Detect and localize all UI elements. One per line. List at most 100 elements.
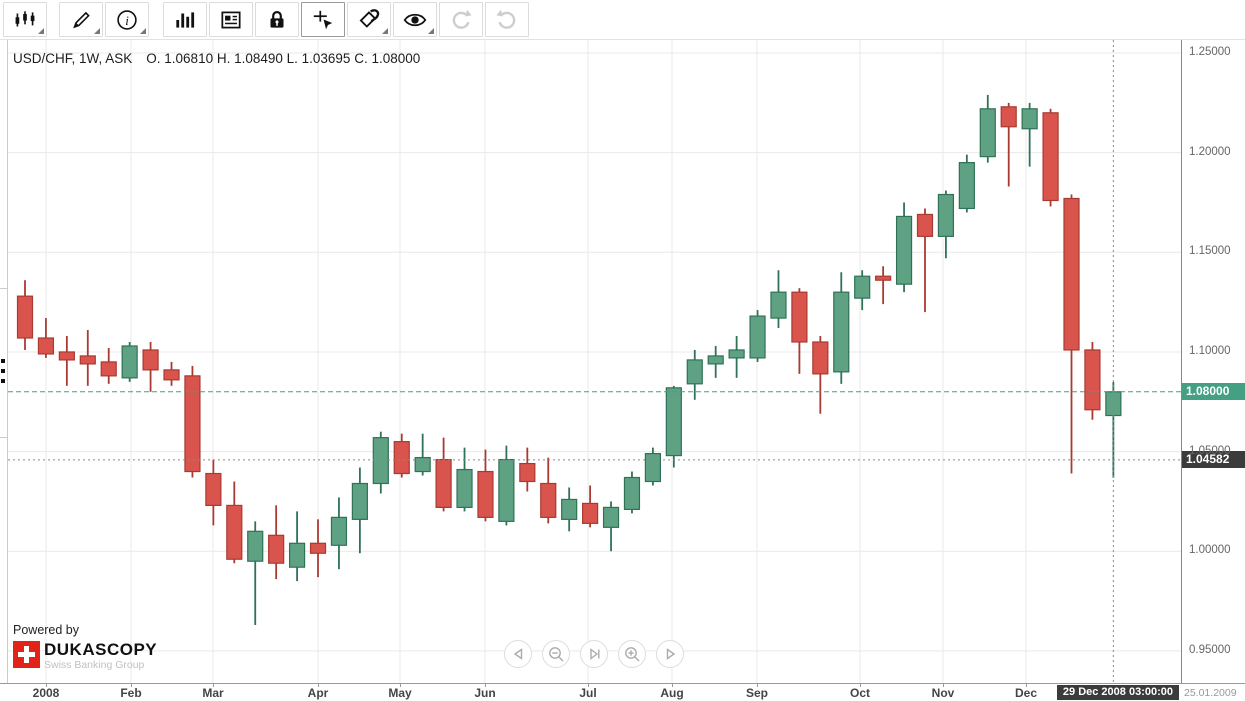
candle-body bbox=[602, 506, 620, 528]
candle-body bbox=[477, 470, 494, 518]
candle-body bbox=[268, 534, 285, 564]
bars-icon bbox=[176, 11, 195, 28]
dropdown-corner-icon bbox=[140, 28, 146, 34]
candle-body bbox=[582, 502, 599, 524]
time-tick-label: Sep bbox=[745, 686, 768, 700]
time-tick-label: May bbox=[388, 686, 412, 700]
current-price-badge: 1.08000 bbox=[1182, 383, 1245, 401]
watermark: Powered by DUKASCOPY Swiss Banking Group bbox=[13, 623, 157, 671]
indicators-button[interactable] bbox=[163, 2, 207, 37]
lock-icon bbox=[270, 10, 284, 28]
time-tick bbox=[672, 684, 673, 687]
price-tick-label: 1.10000 bbox=[1189, 344, 1231, 357]
undo-button[interactable] bbox=[439, 2, 483, 37]
time-tick bbox=[757, 684, 758, 687]
powered-by-label: Powered by bbox=[13, 623, 80, 637]
svg-text:i: i bbox=[125, 12, 129, 27]
grip-dot bbox=[1, 359, 5, 363]
time-tick bbox=[860, 684, 861, 687]
eye-icon bbox=[403, 13, 427, 26]
dropdown-corner-icon bbox=[428, 28, 434, 34]
dropdown-corner-icon bbox=[382, 28, 388, 34]
candle-body bbox=[435, 458, 452, 509]
chart-title: USD/CHF, 1W, ASK O. 1.06810 H. 1.08490 L.… bbox=[13, 51, 420, 66]
candle-body bbox=[330, 516, 348, 546]
time-tick bbox=[485, 684, 486, 687]
price-tick-label: 1.00000 bbox=[1189, 544, 1231, 557]
arrow-left-icon bbox=[513, 648, 523, 660]
panel-grip-handle[interactable] bbox=[0, 288, 7, 438]
time-tick-label: Jun bbox=[474, 686, 496, 700]
left-panel-strip bbox=[0, 40, 8, 683]
candle-body bbox=[247, 530, 264, 562]
candle-body bbox=[205, 472, 222, 507]
candle-body bbox=[163, 369, 180, 381]
view-options-button[interactable] bbox=[393, 2, 437, 37]
time-tick-label: Aug bbox=[660, 686, 684, 700]
candle-body bbox=[937, 193, 955, 237]
zoom-out-button[interactable] bbox=[542, 640, 570, 668]
brand-name: DUKASCOPY bbox=[44, 640, 158, 659]
candle-body bbox=[791, 291, 808, 343]
candle-body bbox=[1063, 197, 1080, 351]
arrow-right-icon bbox=[666, 648, 676, 660]
step-back-button[interactable] bbox=[504, 640, 532, 668]
news-button[interactable] bbox=[209, 2, 253, 37]
time-tick-label: Jul bbox=[579, 686, 597, 700]
candle-body bbox=[707, 355, 724, 365]
go-to-end-button[interactable] bbox=[580, 640, 608, 668]
theme-icon bbox=[359, 8, 380, 28]
candle-body bbox=[79, 355, 96, 365]
time-axis[interactable]: 29 Dec 2008 03:00:00 25.01.2009 2008 Feb M… bbox=[0, 683, 1245, 701]
candle-body bbox=[916, 213, 934, 237]
time-tick-label: Oct bbox=[849, 686, 870, 700]
lock-button[interactable] bbox=[255, 2, 299, 37]
candle-body bbox=[1021, 108, 1038, 130]
chart-type-button[interactable] bbox=[3, 2, 47, 37]
crosshair-price-badge: 1.04582 bbox=[1182, 451, 1245, 469]
price-tick-label: 0.95000 bbox=[1189, 643, 1231, 656]
zoom-in-button[interactable] bbox=[618, 640, 646, 668]
candle-body bbox=[309, 542, 327, 554]
dropdown-corner-icon bbox=[94, 28, 100, 34]
price-axis[interactable]: 1.08000 1.04582 1.25000 1.20000 1.15000 1.1… bbox=[1181, 40, 1245, 683]
redo-button[interactable] bbox=[485, 2, 529, 37]
time-tick bbox=[943, 684, 944, 687]
info-button[interactable]: i bbox=[105, 2, 149, 37]
grip-dot bbox=[1, 379, 5, 383]
time-tick bbox=[1026, 684, 1027, 687]
redo-icon bbox=[496, 9, 516, 29]
undo-icon bbox=[452, 9, 472, 29]
magnifier-plus-icon bbox=[625, 647, 640, 662]
magnifier-minus-icon bbox=[549, 647, 564, 662]
candlestick-chart[interactable] bbox=[0, 40, 1181, 683]
candle-body bbox=[414, 456, 431, 473]
candle-body bbox=[875, 275, 892, 281]
candle-body bbox=[184, 375, 201, 473]
theme-button[interactable] bbox=[347, 2, 391, 37]
play-button[interactable] bbox=[656, 640, 684, 668]
candle-body bbox=[979, 108, 996, 158]
pencil-icon bbox=[73, 11, 90, 28]
time-tick-label: Dec bbox=[1014, 686, 1037, 700]
corner-date-label: 25.01.2009 bbox=[1184, 687, 1237, 699]
candle-body bbox=[665, 387, 682, 457]
crosshair-icon bbox=[313, 10, 333, 29]
crosshair-cursor-button[interactable] bbox=[301, 2, 345, 37]
candle-body bbox=[498, 458, 515, 522]
candle-body bbox=[1084, 349, 1101, 411]
price-tick-label: 1.20000 bbox=[1189, 145, 1231, 158]
instrument-label: USD/CHF, 1W, ASK bbox=[13, 51, 133, 66]
grip-dot bbox=[1, 369, 5, 373]
time-tick-label: Nov bbox=[931, 686, 955, 700]
draw-tools-button[interactable] bbox=[59, 2, 103, 37]
candle-body bbox=[623, 476, 641, 510]
candle-body bbox=[958, 162, 975, 210]
price-tick-label: 1.25000 bbox=[1189, 46, 1231, 58]
candle-body bbox=[833, 291, 850, 373]
toolbar: i bbox=[0, 0, 1245, 40]
candle-body bbox=[728, 349, 745, 359]
candlestick-icon bbox=[15, 10, 35, 26]
news-icon bbox=[221, 11, 241, 28]
time-tick bbox=[318, 684, 319, 687]
